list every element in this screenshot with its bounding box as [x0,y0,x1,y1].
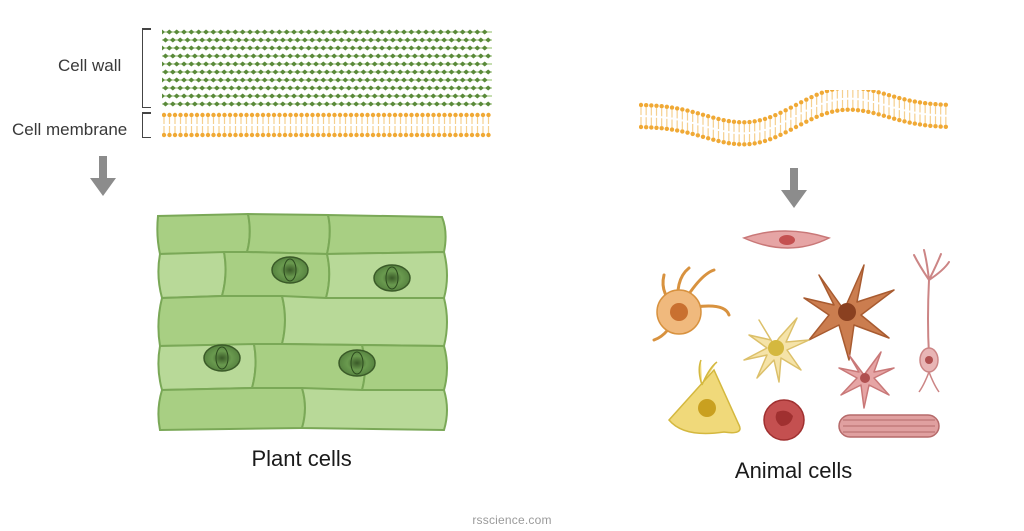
rbc-icon [764,400,804,440]
plant-column: Cell wall Cell membrane [0,0,563,531]
stellate-pink-icon [839,352,894,408]
stellate-brown-icon [804,265,894,360]
plant-tissue-svg [152,208,452,438]
cell-wall-bracket [142,28,143,108]
cell-wall-label: Cell wall [58,56,121,76]
plant-caption: Plant cells [251,446,351,472]
cell-membrane-bracket [142,112,143,138]
arrow-down-icon [90,156,116,196]
animal-membrane-svg [639,90,949,150]
arrow-down-icon [781,168,807,208]
animal-caption: Animal cells [735,458,852,484]
amoeboid-cream-icon [744,318,809,382]
cell-wall-svg [162,28,492,108]
animal-cells-svg [629,220,959,450]
plant-membrane-diagram [162,112,492,138]
animal-cells-diagram [629,220,959,450]
watermark: rsscience.com [472,513,551,527]
plant-tissue-diagram [152,208,452,438]
animal-column: Animal cells [563,0,1024,531]
muscle-fiber-icon [839,415,939,437]
neuron-pink-icon [914,250,949,392]
cell-membrane-label: Cell membrane [12,120,127,140]
triangular-yellow-icon [669,360,740,434]
neuron-orange-icon [654,268,729,340]
plant-membrane-svg [162,112,492,138]
diagram-root: Cell wall Cell membrane [0,0,1024,531]
spindle-cell-icon [744,231,829,248]
animal-membrane-diagram [639,90,949,150]
cell-wall-diagram [162,28,492,108]
